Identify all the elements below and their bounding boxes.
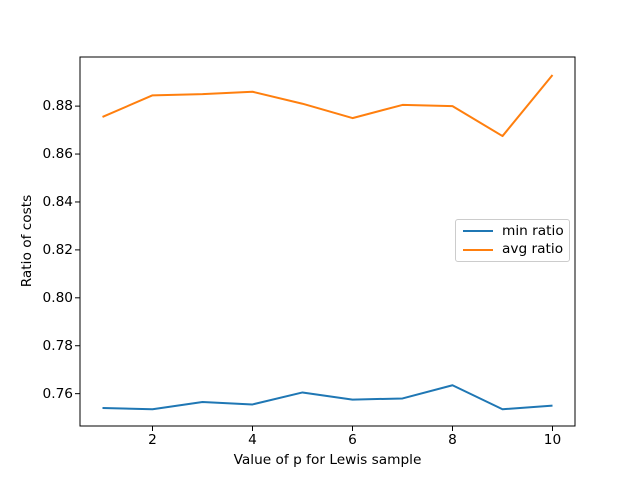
legend-label-min-ratio: min ratio [502, 222, 564, 239]
series-line-min-ratio [102, 384, 553, 411]
series-line-avg-ratio [102, 74, 554, 138]
y-tick-label: 0.76 [42, 385, 73, 402]
min-ratio-line-swatch [463, 230, 493, 233]
x-tick-label: 10 [543, 432, 562, 448]
legend-label-avg-ratio: avg ratio [502, 241, 564, 258]
y-tick-label: 0.84 [42, 193, 73, 210]
legend-entry-avg-ratio: avg ratio [463, 242, 569, 257]
y-tick-label: 0.78 [42, 337, 73, 354]
legend-entry-min-ratio: min ratio [463, 222, 569, 239]
y-axis-label: Ratio of costs [19, 194, 35, 288]
x-tick-label: 4 [248, 432, 257, 448]
x-tick-label: 6 [348, 432, 357, 448]
y-tick-label: 0.82 [42, 241, 73, 258]
y-tick-label: 0.88 [42, 98, 73, 115]
y-tick-label: 0.80 [42, 289, 73, 306]
avg-ratio-line-swatch [463, 248, 493, 251]
legend: min ratio avg ratio [455, 219, 570, 262]
y-tick-label: 0.86 [42, 146, 73, 163]
x-tick-label: 2 [148, 432, 157, 448]
x-axis-label: Value of p for Lewis sample [233, 452, 422, 468]
x-tick-label: 8 [448, 432, 457, 448]
plot-frame [79, 56, 576, 427]
